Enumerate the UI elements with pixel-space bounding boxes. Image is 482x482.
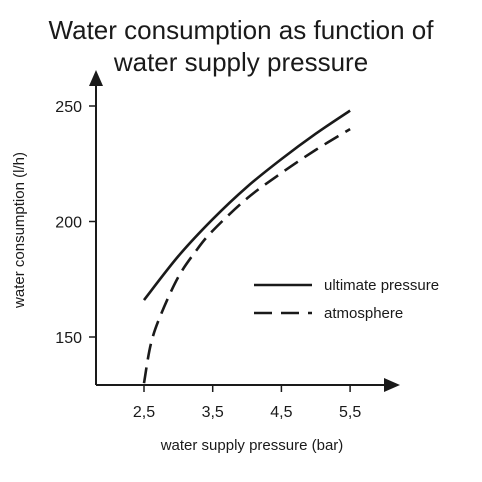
y-tick-label: 150 (55, 330, 82, 347)
x-tick-label: 3,5 (202, 404, 224, 421)
x-axis-arrow (384, 378, 400, 392)
x-tick-label: 2,5 (133, 404, 155, 421)
x-tick-label: 5,5 (339, 404, 361, 421)
x-axis-label: water supply pressure (bar) (160, 437, 344, 454)
axes (89, 70, 400, 392)
y-tick-label: 200 (55, 215, 82, 232)
series-line-ultimate-pressure (142, 109, 351, 301)
chart-title: Water consumption as function of water s… (0, 14, 482, 78)
y-axis-arrow (89, 70, 103, 86)
legend-label: ultimate pressure (324, 277, 439, 294)
series-layer (142, 109, 351, 384)
y-tick-label: 250 (55, 99, 82, 116)
x-tick-label: 4,5 (270, 404, 292, 421)
y-axis-label: water consumption (l/h) (11, 152, 28, 309)
legend-label: atmosphere (324, 305, 403, 322)
chart-title-line-2: water supply pressure (113, 47, 369, 77)
chart-title-line-1: Water consumption as function of (48, 15, 434, 45)
axis-ticks: 2,5 3,5 4,5 5,5 150 200 250 (55, 99, 361, 421)
legend: ultimate pressure atmosphere (254, 277, 439, 322)
series-line-atmosphere (142, 127, 351, 384)
